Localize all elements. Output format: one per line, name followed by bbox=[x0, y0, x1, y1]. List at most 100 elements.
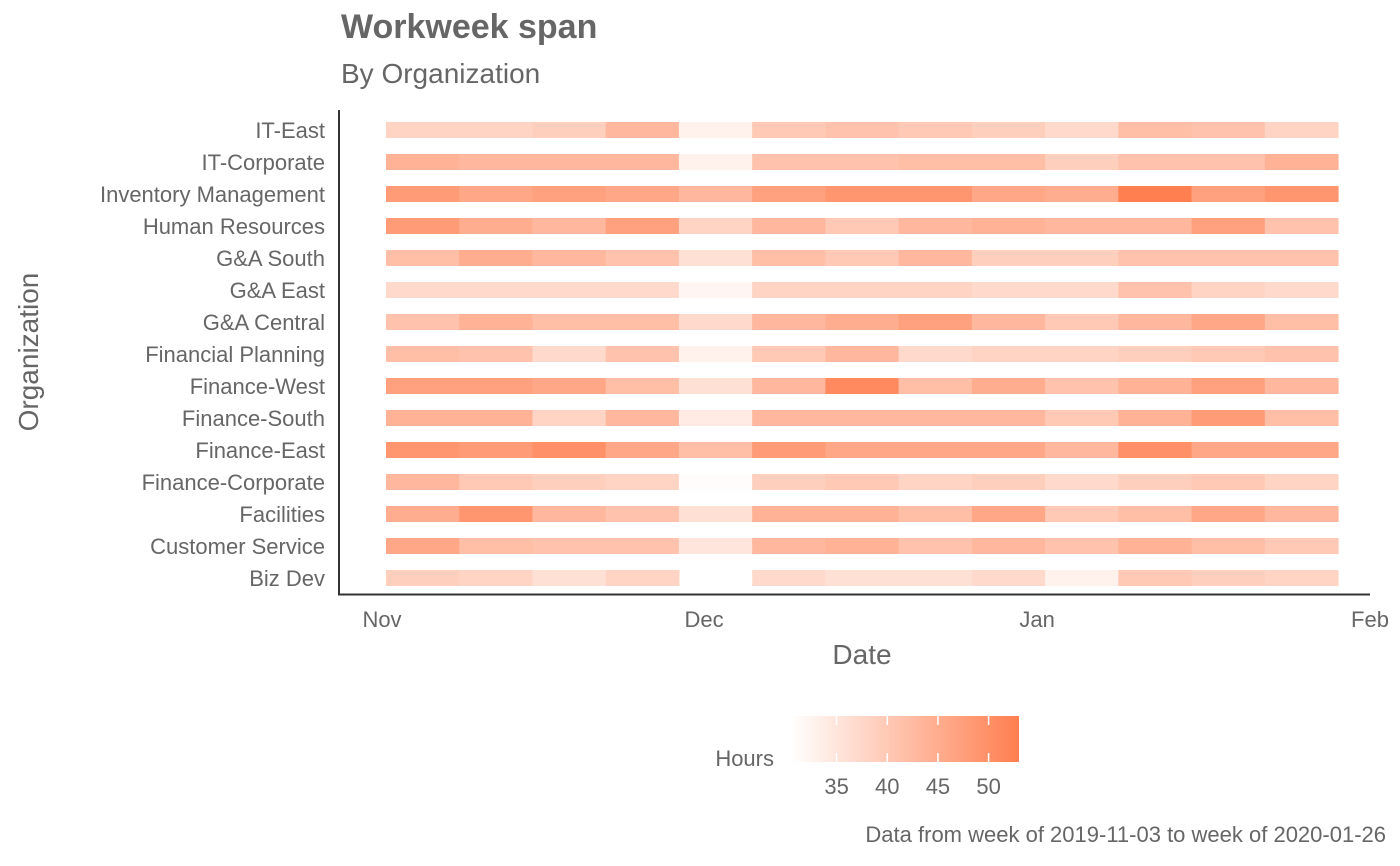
y-tick-label: Finance-West bbox=[190, 374, 325, 399]
heatmap-cell bbox=[825, 314, 900, 330]
heatmap-cell bbox=[971, 442, 1046, 458]
heatmap-cell bbox=[1118, 538, 1193, 554]
heatmap-cell bbox=[532, 442, 607, 458]
heatmap-cell bbox=[752, 378, 826, 394]
heatmap-cell bbox=[752, 346, 826, 362]
heatmap-cell bbox=[1264, 250, 1339, 266]
heatmap-cell bbox=[532, 506, 607, 522]
heatmap-cell bbox=[898, 410, 973, 426]
y-tick-labels: IT-East IT-Corporate Inventory Management H… bbox=[100, 118, 325, 591]
y-tick-label: IT-East bbox=[255, 118, 325, 143]
heatmap-cell bbox=[971, 538, 1046, 554]
heatmap-cell bbox=[1118, 570, 1193, 586]
y-tick-label: Finance-Corporate bbox=[142, 470, 325, 495]
heatmap-cell bbox=[1264, 186, 1339, 202]
heatmap-cell bbox=[971, 570, 1046, 586]
heatmap-cell bbox=[1045, 346, 1119, 362]
heatmap-cell bbox=[1118, 474, 1193, 490]
heatmap-cell bbox=[1191, 218, 1266, 234]
heatmap-cell bbox=[386, 570, 460, 586]
heatmap-cell bbox=[459, 122, 534, 138]
heatmap-cell bbox=[386, 314, 460, 330]
heatmap-cell bbox=[825, 474, 900, 490]
heatmap-cell bbox=[678, 186, 753, 202]
heatmap-cell bbox=[825, 122, 900, 138]
heatmap-cell bbox=[898, 314, 973, 330]
heatmap-cell bbox=[1264, 474, 1339, 490]
heatmap-cell bbox=[971, 186, 1046, 202]
heatmap-cell bbox=[825, 538, 900, 554]
heatmap-cell bbox=[1118, 218, 1193, 234]
heatmap-cell bbox=[1191, 506, 1266, 522]
heatmap-cell bbox=[971, 410, 1046, 426]
heatmap-cell bbox=[752, 474, 826, 490]
heatmap-cell bbox=[1118, 378, 1193, 394]
heatmap-cell bbox=[752, 410, 826, 426]
heatmap-cell bbox=[825, 378, 900, 394]
heatmap-cell bbox=[1264, 410, 1339, 426]
heatmap-cell bbox=[898, 250, 973, 266]
heatmap-cell bbox=[532, 378, 607, 394]
heatmap-cell bbox=[386, 474, 460, 490]
heatmap-cell bbox=[678, 122, 753, 138]
y-tick-label: G&A East bbox=[230, 278, 325, 303]
heatmap-cell bbox=[898, 474, 973, 490]
heatmap-cell bbox=[1045, 218, 1119, 234]
heatmap-cell bbox=[825, 282, 900, 298]
heatmap-cell bbox=[898, 122, 973, 138]
heatmap-cell bbox=[1264, 314, 1339, 330]
heatmap-cell bbox=[386, 410, 460, 426]
heatmap-cell bbox=[532, 186, 607, 202]
heatmap-cell bbox=[1045, 250, 1119, 266]
heatmap-cell bbox=[971, 378, 1046, 394]
heatmap-cell bbox=[532, 570, 607, 586]
heatmap-cell bbox=[459, 186, 534, 202]
heatmap-cell bbox=[678, 474, 753, 490]
heatmap-cell bbox=[971, 250, 1046, 266]
heatmap-cell bbox=[825, 346, 900, 362]
heatmap-cell bbox=[1264, 154, 1339, 170]
heatmap-cell bbox=[386, 538, 460, 554]
heatmap-cell bbox=[532, 122, 607, 138]
heatmap-cell bbox=[532, 154, 607, 170]
heatmap-cell bbox=[1191, 538, 1266, 554]
heatmap-cell bbox=[971, 154, 1046, 170]
heatmap-cell bbox=[605, 250, 680, 266]
heatmap-cell bbox=[1264, 122, 1339, 138]
y-tick-label: IT-Corporate bbox=[202, 150, 326, 175]
heatmap-cell bbox=[1264, 346, 1339, 362]
heatmap-cell bbox=[898, 218, 973, 234]
heatmap-cell bbox=[386, 218, 460, 234]
heatmap-cell bbox=[532, 250, 607, 266]
heatmap-cell bbox=[678, 442, 753, 458]
heatmap-cell bbox=[971, 474, 1046, 490]
legend-colorbar bbox=[791, 716, 1019, 762]
legend-title: Hours bbox=[715, 746, 774, 771]
heatmap-cell bbox=[752, 250, 826, 266]
heatmap-cell bbox=[678, 314, 753, 330]
heatmap-cell bbox=[752, 218, 826, 234]
heatmap-cell bbox=[1191, 154, 1266, 170]
heatmap-cell bbox=[1264, 538, 1339, 554]
legend-tick-label: 40 bbox=[875, 774, 899, 799]
heatmap-cell bbox=[1191, 122, 1266, 138]
heatmap-cell bbox=[1191, 378, 1266, 394]
heatmap-cell bbox=[898, 282, 973, 298]
heatmap-cell bbox=[1045, 474, 1119, 490]
heatmap-cell bbox=[459, 346, 534, 362]
heatmap-cell bbox=[1191, 346, 1266, 362]
heatmap-cell bbox=[971, 282, 1046, 298]
heatmap-cell bbox=[1264, 378, 1339, 394]
heatmap-cell bbox=[971, 218, 1046, 234]
heatmap-cell bbox=[898, 378, 973, 394]
heatmap-cell bbox=[459, 154, 534, 170]
heatmap-cell bbox=[532, 282, 607, 298]
heatmap-cell bbox=[386, 186, 460, 202]
heatmap-cell bbox=[1045, 506, 1119, 522]
heatmap-cell bbox=[605, 506, 680, 522]
heatmap-cell bbox=[1118, 442, 1193, 458]
heatmap-cell bbox=[459, 474, 534, 490]
y-tick-label: Facilities bbox=[239, 502, 325, 527]
heatmap-cell bbox=[459, 570, 534, 586]
